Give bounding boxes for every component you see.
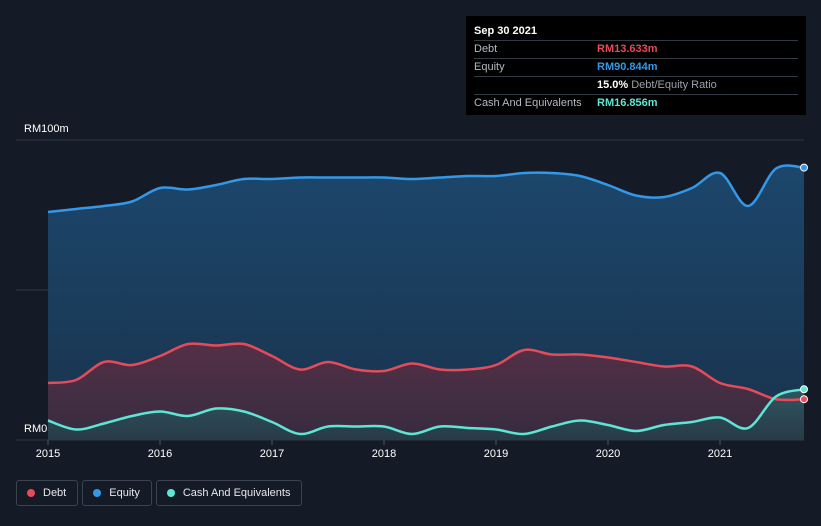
tooltip-row-ratio: 15.0% Debt/Equity Ratio — [474, 76, 798, 94]
tooltip-row-debt: Debt RM13.633m — [474, 40, 798, 58]
x-axis-ticks: 2015 2016 2017 2018 2019 2020 2021 — [36, 440, 732, 460]
legend-dot-icon — [93, 489, 102, 497]
x-tick-label: 2017 — [260, 448, 284, 460]
tooltip-ratio-caption: Debt/Equity Ratio — [631, 79, 717, 91]
tooltip-row-equity: Equity RM90.844m — [474, 58, 798, 76]
series-lines — [47, 164, 805, 436]
legend-dot-icon — [166, 489, 175, 497]
x-tick-label: 2018 — [372, 448, 396, 460]
tooltip-date: Sep 30 2021 — [474, 25, 537, 37]
end-points — [800, 163, 808, 404]
tooltip-label: Cash And Equivalents — [474, 97, 582, 109]
legend-item-cash[interactable]: Cash And Equivalents — [155, 480, 303, 506]
cash-and-equivalents-line — [47, 388, 805, 436]
legend-item-debt[interactable]: Debt — [16, 480, 79, 506]
chart-legend: Debt Equity Cash And Equivalents — [16, 480, 303, 506]
x-tick-label: 2019 — [484, 448, 508, 460]
x-tick-label: 2021 — [708, 448, 732, 460]
legend-label: Equity — [109, 487, 140, 499]
debt-end-point — [800, 395, 808, 404]
debt-line — [47, 342, 805, 402]
tooltip-value-debt: RM13.633m — [597, 43, 658, 55]
tooltip-label: Debt — [474, 43, 498, 55]
y-axis-top-label: RM100m — [24, 123, 69, 135]
series-areas — [48, 165, 804, 440]
cash-and-equivalents-end-point — [800, 385, 808, 394]
legend-label: Debt — [43, 487, 67, 499]
legend-dot-icon — [27, 489, 35, 497]
tooltip-value-equity: RM90.844m — [597, 61, 658, 73]
x-tick-label: 2016 — [148, 448, 172, 460]
x-tick-label: 2020 — [596, 448, 620, 460]
y-axis-bottom-label: RM0 — [24, 423, 47, 435]
legend-label: Cash And Equivalents — [182, 487, 291, 499]
tooltip-row-cash: Cash And Equivalents RM16.856m — [474, 94, 798, 112]
x-tick-label: 2015 — [36, 448, 60, 460]
equity-end-point — [800, 163, 808, 172]
tooltip-value-ratio: 15.0% — [597, 79, 629, 91]
equity-line — [47, 164, 805, 214]
tooltip-label: Equity — [474, 61, 505, 73]
tooltip-panel: Sep 30 2021 Debt RM13.633m Equity RM90.8… — [466, 16, 806, 115]
legend-item-equity[interactable]: Equity — [82, 480, 152, 506]
tooltip-label — [474, 77, 597, 94]
tooltip-value-cash: RM16.856m — [597, 97, 658, 109]
